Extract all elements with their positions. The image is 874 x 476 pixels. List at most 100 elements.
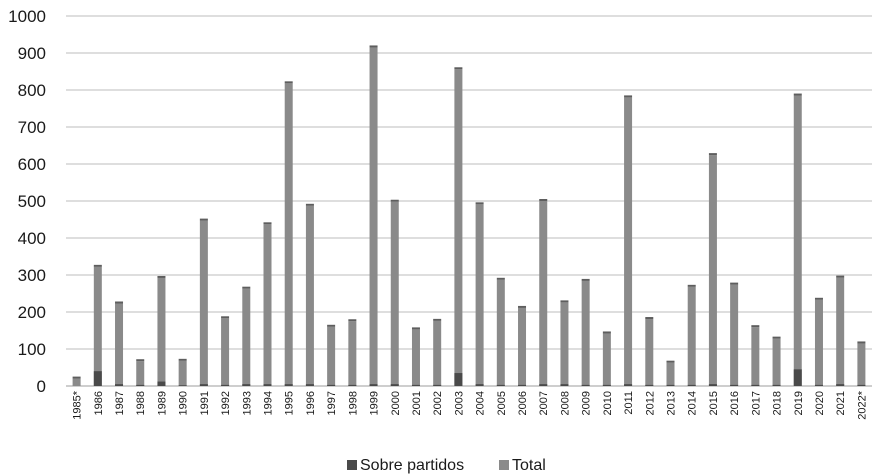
x-tick-label: 1987 <box>114 391 126 415</box>
bar-sobre-partidos <box>263 384 272 386</box>
x-tick-label: 2000 <box>390 391 402 415</box>
bar-sobre-partidos <box>814 384 823 386</box>
bar-sobre-partidos <box>411 384 420 386</box>
y-tick-label: 600 <box>18 155 46 174</box>
bar-sobre-partidos <box>178 385 187 386</box>
bar-total <box>348 321 357 386</box>
bar-total-top <box>602 331 611 334</box>
bar-total <box>157 277 166 386</box>
bar-sobre-partidos <box>157 381 166 386</box>
gridlines <box>66 15 872 387</box>
bar-sobre-partidos <box>136 384 145 386</box>
bar-sobre-partidos <box>242 384 251 386</box>
y-tick-label: 400 <box>18 229 46 248</box>
x-tick-label: 1990 <box>178 391 190 415</box>
x-tick-label: 2022* <box>856 390 868 419</box>
y-tick-label: 0 <box>37 377 46 396</box>
bar-total-top <box>539 199 548 201</box>
bar-total-top <box>730 282 739 285</box>
bar-total-top <box>242 286 251 289</box>
bar-total <box>645 319 654 386</box>
bar-total <box>814 299 823 386</box>
bar-total <box>93 266 102 386</box>
x-tick-label: 1993 <box>241 391 253 415</box>
y-tick-label: 700 <box>18 118 46 137</box>
bar-sobre-partidos <box>751 384 760 386</box>
bar-total <box>178 360 187 386</box>
bar-total <box>539 201 548 386</box>
bar-sobre-partidos <box>730 384 739 386</box>
bar-total <box>72 378 81 386</box>
bar-total-top <box>433 318 442 321</box>
y-tick-label: 300 <box>18 266 46 285</box>
bar-total <box>369 47 378 386</box>
bar-sobre-partidos <box>475 384 484 386</box>
bar-total-top <box>284 81 293 84</box>
bar-total <box>836 277 845 386</box>
x-tick-label: 2001 <box>411 391 423 415</box>
bar-total <box>242 288 251 386</box>
bar-sobre-partidos <box>284 384 293 386</box>
bar-total-top <box>624 95 633 98</box>
bar-total <box>687 286 696 386</box>
bar-total <box>560 302 569 386</box>
x-tick-label: 2015 <box>708 391 720 415</box>
x-tick-label: 2002 <box>432 391 444 415</box>
bar-total-top <box>581 278 590 281</box>
bar-sobre-partidos <box>602 384 611 386</box>
bar-total-top <box>390 199 399 202</box>
x-axis: 1985* 1986 1987 1988 1989 1990 1991 1992 1993 199… <box>72 390 869 419</box>
legend-swatch-total <box>499 460 509 470</box>
bar-total-top <box>348 319 357 322</box>
y-axis: 0 100 200 300 400 500 600 700 800 900 1000 <box>8 7 46 396</box>
bar-total-top <box>369 45 378 48</box>
bar-sobre-partidos <box>305 384 314 386</box>
bar-total <box>602 333 611 386</box>
legend-label-total: Total <box>512 457 546 474</box>
bar-sobre-partidos <box>433 384 442 386</box>
bar-sobre-partidos <box>518 384 527 386</box>
y-tick-label: 800 <box>18 81 46 100</box>
x-tick-label: 2003 <box>453 391 465 415</box>
bar-sobre-partidos <box>560 384 569 386</box>
bar-sobre-partidos <box>645 384 654 386</box>
y-tick-label: 900 <box>18 44 46 63</box>
x-tick-label: 2014 <box>687 391 699 415</box>
x-tick-label: 1989 <box>156 391 168 415</box>
bar-sobre-partidos <box>857 384 866 386</box>
bar-total <box>793 95 802 387</box>
bar-total <box>730 284 739 386</box>
x-tick-label: 1985* <box>72 390 84 419</box>
bar-total-top <box>751 325 760 328</box>
bar-total-top <box>666 360 675 363</box>
bar-total-top <box>115 301 124 304</box>
bar-total <box>327 326 336 386</box>
bar-total <box>518 307 527 386</box>
x-tick-label: 1996 <box>305 391 317 415</box>
bar-total <box>284 83 293 386</box>
x-tick-label: 1998 <box>347 391 359 415</box>
bar-total <box>263 224 272 386</box>
bar-total-top <box>157 275 166 278</box>
bar-total <box>433 320 442 386</box>
bar-total-top <box>708 153 717 156</box>
bar-total <box>390 201 399 386</box>
bar-total-top <box>136 359 145 362</box>
bar-total-top <box>772 336 781 339</box>
bar-total <box>857 343 866 386</box>
bar-total-top <box>221 316 230 319</box>
bar-total-top <box>793 93 802 96</box>
bar-total-top <box>199 218 208 221</box>
bar-total <box>666 362 675 386</box>
x-tick-label: 2009 <box>581 391 593 415</box>
x-tick-label: 2007 <box>538 391 550 415</box>
x-tick-label: 2011 <box>623 391 635 415</box>
x-tick-label: 2021 <box>835 391 847 415</box>
x-tick-label: 2019 <box>793 391 805 415</box>
x-tick-label: 2020 <box>814 391 826 415</box>
x-tick-label: 1986 <box>93 391 105 415</box>
x-tick-label: 1992 <box>220 391 232 415</box>
bar-sobre-partidos <box>836 384 845 386</box>
x-tick-label: 2016 <box>729 391 741 415</box>
